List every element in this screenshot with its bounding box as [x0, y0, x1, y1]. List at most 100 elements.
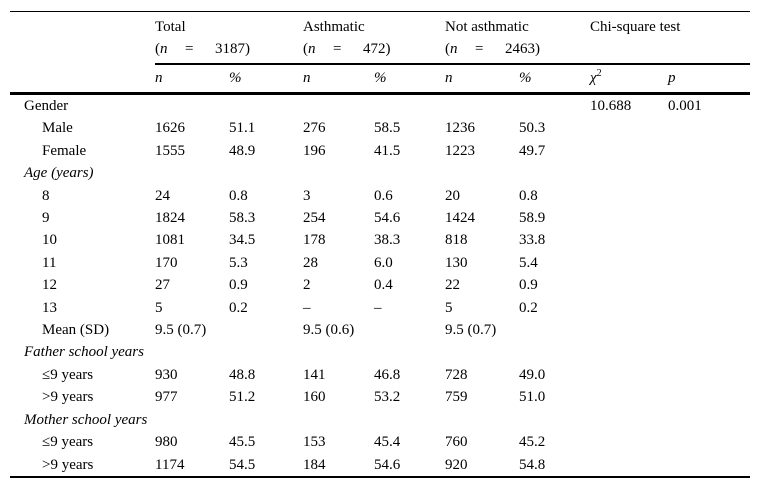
column-group-title: Not asthmatic [445, 19, 529, 35]
table-row: >9 years 1174 54.5 184 54.6 920 54.8 [10, 454, 750, 477]
cell-asthmatic-n [303, 94, 374, 118]
row-label: Age (years) [24, 165, 94, 182]
table-body: Gender 10.688 0.001 Male 1626 51.1 276 58.5 1236… [10, 94, 750, 477]
cell-chi2 [590, 454, 668, 477]
cell-not-asthmatic-pct: 5.4 [519, 254, 538, 271]
cell-total-n [155, 409, 229, 431]
cell-total-pct: 5.3 [229, 254, 248, 271]
statistics-table: Total (n = 3187) Asthmatic (n = 472) Not ast… [10, 11, 750, 478]
cell-not-asthmatic-pct [519, 319, 590, 341]
cell-asthmatic-n: 254 [303, 210, 326, 227]
cell-asthmatic-n [303, 409, 374, 431]
equals-sign: = [185, 41, 194, 57]
table-row: Mother school years [10, 409, 750, 431]
cell-asthmatic-pct: 58.5 [374, 120, 401, 137]
table-row: ≤9 years 980 45.5 153 45.4 760 45.2 [10, 431, 750, 453]
cell-asthmatic-n [303, 341, 374, 363]
cell-not-asthmatic-n: 1223 [445, 142, 475, 159]
cell-asthmatic-pct [374, 341, 445, 363]
table-row: Female 1555 48.9 196 41.5 1223 49.7 [10, 140, 750, 162]
cell-not-asthmatic-pct: 0.8 [519, 187, 538, 204]
cell-asthmatic-pct: 54.6 [374, 456, 401, 473]
table-row: >9 years 977 51.2 160 53.2 759 51.0 [10, 386, 750, 408]
table-row: 12 27 0.9 2 0.4 22 0.9 [10, 274, 750, 296]
cell-total-pct: 51.2 [229, 389, 256, 406]
cell-p [668, 386, 750, 408]
cell-not-asthmatic-n: 20 [445, 187, 460, 204]
cell-not-asthmatic-pct: 51.0 [519, 389, 546, 406]
cell-not-asthmatic-n: 759 [445, 389, 468, 406]
row-label: Father school years [24, 344, 144, 361]
sample-size-line: (n = 472) [303, 38, 445, 60]
paren-n: (n [303, 41, 316, 57]
column-group-title: Chi-square test [590, 19, 681, 35]
cell-total-pct: 48.9 [229, 142, 256, 159]
cell-chi2 [590, 364, 668, 386]
table-row: Gender 10.688 0.001 [10, 94, 750, 118]
row-label: Mother school years [24, 411, 148, 428]
cell-p [668, 297, 750, 319]
row-label: >9 years [42, 456, 94, 473]
row-label: Mean (SD) [42, 322, 110, 339]
cell-asthmatic-n: – [303, 299, 311, 316]
cell-total-pct: 0.8 [229, 187, 248, 204]
cell-total-pct [229, 319, 303, 341]
cell-total-n: 980 [155, 434, 178, 451]
row-label: 8 [42, 187, 50, 204]
cell-not-asthmatic-n [445, 94, 519, 118]
cell-p [668, 229, 750, 251]
cell-not-asthmatic-pct [519, 409, 590, 431]
column-group-title: Asthmatic [303, 19, 365, 35]
subheader-asthmatic-pct: % [374, 64, 445, 95]
cell-chi2 [590, 117, 668, 139]
cell-chi2 [590, 162, 668, 184]
cell-not-asthmatic-n: 1236 [445, 120, 475, 137]
cell-not-asthmatic-n: 5 [445, 299, 453, 316]
cell-total-n: 5 [155, 299, 163, 316]
table-row: 13 5 0.2 – – 5 0.2 [10, 297, 750, 319]
cell-not-asthmatic-pct: 50.3 [519, 120, 546, 137]
cell-not-asthmatic-n: 1424 [445, 210, 475, 227]
sample-size-line: (n = 2463) [445, 38, 590, 60]
sample-count: 2463) [505, 41, 540, 57]
equals-sign: = [333, 41, 342, 57]
row-label: Male [42, 120, 73, 137]
cell-total-n: 977 [155, 389, 178, 406]
cell-asthmatic-pct: 6.0 [374, 254, 393, 271]
subheader-chi2: χ2 [590, 64, 668, 95]
cell-chi2: 10.688 [590, 98, 632, 114]
equals-sign: = [475, 41, 484, 57]
subheader-p: p [668, 64, 750, 95]
column-group-not-asthmatic: Not asthmatic (n = 2463) [445, 11, 590, 65]
column-group-asthmatic: Asthmatic (n = 472) [303, 11, 445, 65]
cell-p: 0.001 [668, 98, 702, 114]
cell-total-pct: 0.2 [229, 299, 248, 316]
cell-not-asthmatic-n: 760 [445, 434, 468, 451]
cell-total-n: 1555 [155, 142, 185, 159]
cell-chi2 [590, 185, 668, 207]
row-label: >9 years [42, 389, 94, 406]
row-label: 13 [42, 299, 57, 316]
row-label: ≤9 years [42, 434, 94, 451]
cell-asthmatic-n: 276 [303, 120, 326, 137]
cell-not-asthmatic-n: 920 [445, 456, 468, 473]
cell-total-n [155, 162, 229, 184]
cell-chi2 [590, 431, 668, 453]
cell-asthmatic-n: 184 [303, 456, 326, 473]
subheader-row: n % n % n % χ2 p [10, 64, 750, 95]
cell-asthmatic-n: 178 [303, 232, 326, 249]
cell-total-n: 1081 [155, 232, 185, 249]
cell-not-asthmatic-pct [519, 341, 590, 363]
cell-asthmatic-pct [374, 319, 445, 341]
cell-asthmatic-pct: 0.6 [374, 187, 393, 204]
cell-asthmatic-pct: – [374, 299, 382, 316]
cell-p [668, 431, 750, 453]
cell-asthmatic-n: 2 [303, 277, 311, 294]
table-row: Mean (SD) 9.5 (0.7) 9.5 (0.6) 9.5 (0.7) [10, 319, 750, 341]
cell-p [668, 454, 750, 477]
cell-p [668, 252, 750, 274]
cell-asthmatic-n: 153 [303, 434, 326, 451]
cell-not-asthmatic-n: 818 [445, 232, 468, 249]
cell-not-asthmatic-pct: 49.0 [519, 366, 546, 383]
